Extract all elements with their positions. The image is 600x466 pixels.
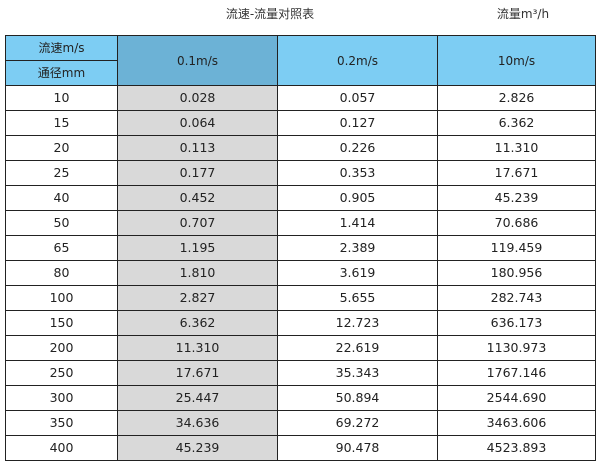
flow-0.2-cell: 90.478 [277, 435, 438, 461]
diameter-cell: 25 [5, 160, 118, 186]
table-row: 25 0.177 0.353 17.671 [5, 160, 596, 186]
flow-10-cell: 2.826 [437, 85, 596, 111]
flow-0.2-cell: 0.226 [277, 135, 438, 161]
table-row: 80 1.810 3.619 180.956 [5, 260, 596, 286]
flow-10-cell: 1130.973 [437, 335, 596, 361]
diameter-cell: 20 [5, 135, 118, 161]
flow-0.2-cell: 0.905 [277, 185, 438, 211]
flow-0.1-cell: 34.636 [117, 410, 278, 436]
diameter-cell: 350 [5, 410, 118, 436]
flow-0.1-cell: 0.028 [117, 85, 278, 111]
diameter-cell: 150 [5, 310, 118, 336]
table-row: 100 2.827 5.655 282.743 [5, 285, 596, 311]
flow-10-cell: 11.310 [437, 135, 596, 161]
flow-10-cell: 1767.146 [437, 360, 596, 386]
flow-0.1-cell: 17.671 [117, 360, 278, 386]
diameter-cell: 65 [5, 235, 118, 261]
flow-10-cell: 3463.606 [437, 410, 596, 436]
header-row: 流速m/s 0.1m/s 0.2m/s 10m/s [5, 35, 596, 86]
flow-10-cell: 45.239 [437, 185, 596, 211]
flow-10-cell: 119.459 [437, 235, 596, 261]
column-header-10: 10m/s [437, 35, 596, 86]
diameter-cell: 250 [5, 360, 118, 386]
flow-10-cell: 2544.690 [437, 385, 596, 411]
flow-0.1-cell: 11.310 [117, 335, 278, 361]
unit-label: 流量m³/h [496, 7, 550, 21]
diameter-cell: 15 [5, 110, 118, 136]
diameter-cell: 100 [5, 285, 118, 311]
table-row: 250 17.671 35.343 1767.146 [5, 360, 596, 386]
flow-10-cell: 70.686 [437, 210, 596, 236]
flow-0.2-cell: 35.343 [277, 360, 438, 386]
flow-0.1-cell: 1.810 [117, 260, 278, 286]
flow-0.2-cell: 0.353 [277, 160, 438, 186]
column-header-0.1: 0.1m/s [117, 35, 278, 86]
diameter-cell: 10 [5, 85, 118, 111]
diameter-cell: 200 [5, 335, 118, 361]
flow-10-cell: 282.743 [437, 285, 596, 311]
flow-10-cell: 4523.893 [437, 435, 596, 461]
diameter-cell: 300 [5, 385, 118, 411]
diameter-header: 通径mm [5, 60, 118, 86]
flow-10-cell: 17.671 [437, 160, 596, 186]
table-row: 350 34.636 69.272 3463.606 [5, 410, 596, 436]
table-row: 150 6.362 12.723 636.173 [5, 310, 596, 336]
flow-0.1-cell: 0.113 [117, 135, 278, 161]
table-row: 300 25.447 50.894 2544.690 [5, 385, 596, 411]
flow-0.1-cell: 0.452 [117, 185, 278, 211]
table-row: 15 0.064 0.127 6.362 [5, 110, 596, 136]
table-row: 40 0.452 0.905 45.239 [5, 185, 596, 211]
flow-0.1-cell: 0.177 [117, 160, 278, 186]
flow-0.2-cell: 5.655 [277, 285, 438, 311]
diameter-cell: 400 [5, 435, 118, 461]
flow-0.1-cell: 2.827 [117, 285, 278, 311]
velocity-flow-table: 流速m/s 0.1m/s 0.2m/s 10m/s 通径mm 10 0.028 0.… [5, 35, 596, 461]
table-row: 20 0.113 0.226 11.310 [5, 135, 596, 161]
flow-0.1-cell: 45.239 [117, 435, 278, 461]
flow-0.2-cell: 2.389 [277, 235, 438, 261]
table-row: 65 1.195 2.389 119.459 [5, 235, 596, 261]
flow-0.1-cell: 6.362 [117, 310, 278, 336]
header-row-2: 通径mm [5, 60, 596, 86]
flow-0.2-cell: 50.894 [277, 385, 438, 411]
flow-0.2-cell: 0.057 [277, 85, 438, 111]
velocity-header: 流速m/s [5, 35, 118, 61]
flow-0.1-cell: 0.064 [117, 110, 278, 136]
flow-0.1-cell: 25.447 [117, 385, 278, 411]
flow-0.1-cell: 1.195 [117, 235, 278, 261]
diameter-cell: 40 [5, 185, 118, 211]
table-title: 流速-流量对照表 [225, 7, 315, 21]
flow-0.2-cell: 0.127 [277, 110, 438, 136]
flow-0.2-cell: 12.723 [277, 310, 438, 336]
table-row: 50 0.707 1.414 70.686 [5, 210, 596, 236]
diameter-cell: 50 [5, 210, 118, 236]
flow-0.2-cell: 1.414 [277, 210, 438, 236]
flow-10-cell: 636.173 [437, 310, 596, 336]
flow-10-cell: 6.362 [437, 110, 596, 136]
diameter-cell: 80 [5, 260, 118, 286]
table-row: 10 0.028 0.057 2.826 [5, 85, 596, 111]
flow-0.2-cell: 22.619 [277, 335, 438, 361]
flow-0.1-cell: 0.707 [117, 210, 278, 236]
flow-0.2-cell: 3.619 [277, 260, 438, 286]
column-header-0.2: 0.2m/s [277, 35, 438, 86]
table-row: 400 45.239 90.478 4523.893 [5, 435, 596, 461]
flow-10-cell: 180.956 [437, 260, 596, 286]
flow-0.2-cell: 69.272 [277, 410, 438, 436]
table-row: 200 11.310 22.619 1130.973 [5, 335, 596, 361]
